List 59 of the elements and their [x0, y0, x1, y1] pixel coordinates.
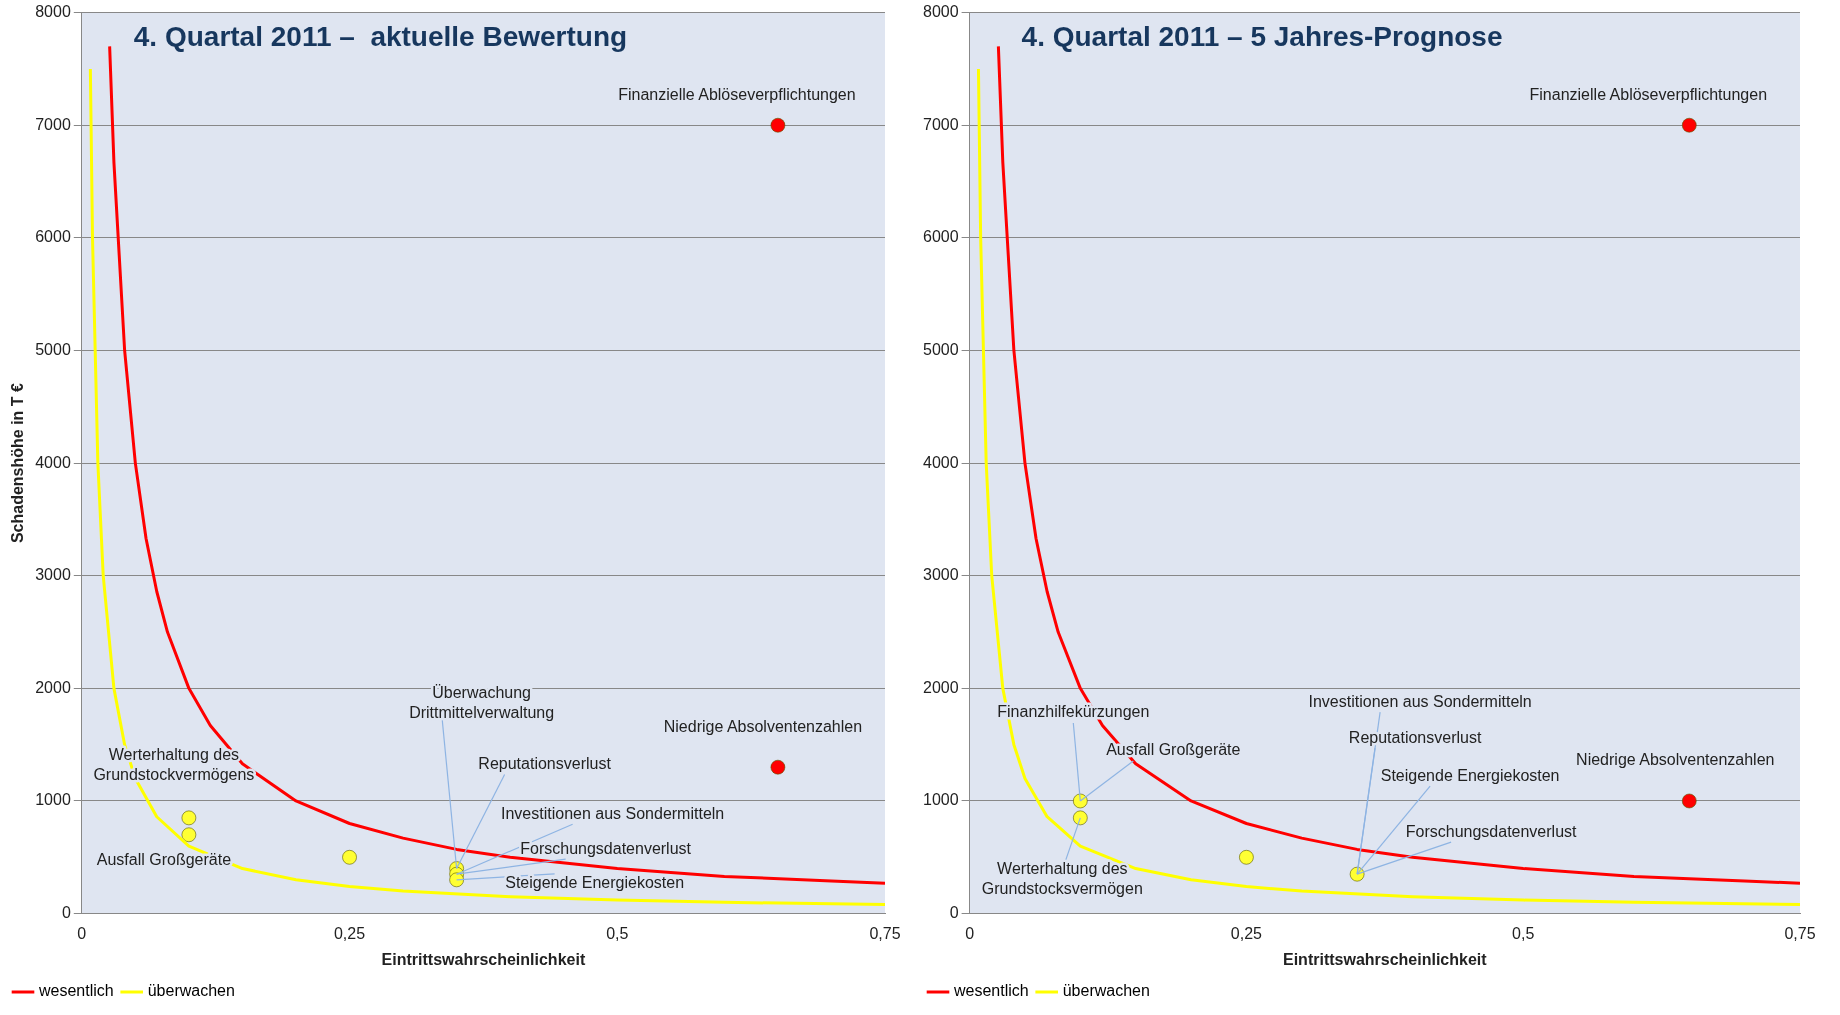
y-tick-label: 4000: [923, 453, 959, 471]
annotation: Finanzielle Ablöseverpflichtungen: [1529, 85, 1768, 103]
x-tick-label: 0,25: [333, 924, 366, 942]
y-tick-label: 5000: [35, 340, 71, 358]
annotation: Niedrige Absolventenzahlen: [663, 717, 863, 735]
point: [449, 872, 465, 888]
x-axis-title: Eintrittswahrscheinlichkeit: [381, 950, 586, 968]
legend-label: überwachen: [147, 982, 235, 1000]
annotation: Steigende Energiekosten: [1380, 766, 1560, 784]
annotation: Investitionen aus Sondermitteln: [501, 804, 725, 822]
y-tick-label: 8000: [35, 3, 71, 21]
x-tick-label: 0,75: [869, 924, 901, 942]
chart-title: 4. Quartal 2011 – 5 Jahres-Prognose: [1021, 21, 1503, 53]
annotation: Steigende Energiekosten: [505, 874, 685, 892]
x-tick-label: 0: [77, 924, 87, 942]
point: [181, 810, 197, 826]
y-axis-title: Schadenshöhe in T €: [9, 382, 27, 544]
y-tick-label: 3000: [923, 566, 959, 584]
x-axis-title: Eintrittswahrscheinlichkeit: [1282, 950, 1488, 968]
x-tick-label: 0,5: [1512, 924, 1535, 942]
y-tick-label: 0: [61, 904, 71, 922]
annotation: Überwachung Drittmittelverwaltung: [409, 683, 555, 721]
point: [1072, 810, 1088, 826]
annotation: Reputationsverlust: [1348, 728, 1482, 746]
annotation: Forschungsdatenverlust: [520, 839, 692, 857]
point: [770, 759, 786, 775]
y-tick-label: 1000: [923, 791, 959, 809]
chart-title: 4. Quartal 2011 – aktuelle Bewertung: [133, 21, 628, 53]
y-tick-label: 2000: [35, 678, 71, 696]
x-tick-label: 0,5: [606, 924, 629, 942]
x-tick-label: 0,75: [1784, 924, 1816, 942]
annotation: Niedrige Absolventenzahlen: [1576, 751, 1775, 769]
point: [181, 827, 197, 843]
y-tick-label: 6000: [35, 228, 71, 246]
y-tick-label: 0: [949, 904, 959, 922]
point: [1681, 117, 1697, 133]
legend-label: wesentlich: [953, 982, 1029, 1000]
legend-label: überwachen: [1062, 982, 1150, 1000]
annotation: Finanzielle Ablöseverpflichtungen: [618, 85, 856, 103]
point: [1238, 849, 1254, 865]
annotation: Investitionen aus Sondermitteln: [1308, 692, 1532, 710]
annotation: Forschungsdatenverlust: [1405, 822, 1578, 840]
point: [1681, 793, 1697, 809]
legend-label: wesentlich: [38, 982, 114, 1000]
y-tick-label: 8000: [923, 3, 959, 21]
x-tick-label: 0,25: [1230, 924, 1263, 942]
y-tick-label: 7000: [923, 115, 959, 133]
y-tick-label: 2000: [923, 678, 959, 696]
x-tick-label: 0: [965, 924, 975, 942]
y-tick-label: 6000: [923, 228, 959, 246]
y-tick-label: 5000: [923, 340, 959, 358]
y-tick-label: 1000: [35, 791, 71, 809]
annotation: Reputationsverlust: [478, 754, 612, 772]
y-tick-label: 7000: [35, 115, 71, 133]
y-tick-label: 4000: [35, 453, 71, 471]
point: [342, 849, 358, 865]
annotation: Werterhaltung des Grundstocksvermögen: [981, 860, 1143, 898]
y-tick-label: 3000: [35, 566, 71, 584]
point: [770, 117, 786, 133]
